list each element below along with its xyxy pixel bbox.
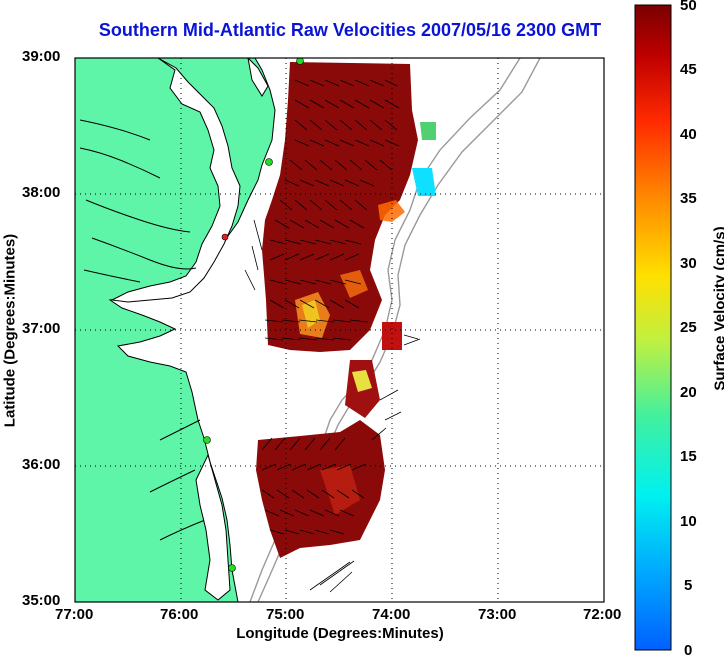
delaware-bay (247, 58, 269, 97)
colorbar-tick-label: 20 (680, 384, 697, 401)
colorbar-tick-label: 0 (684, 642, 693, 659)
colorbar-tick-label: 15 (680, 448, 697, 465)
colorbar-tick-label: 40 (680, 126, 697, 143)
y-tick-label: 37:00 (22, 320, 61, 337)
station-marker (265, 158, 273, 166)
velocity-field-south (256, 420, 385, 558)
velocity-field-north (262, 62, 418, 352)
x-tick-label: 73:00 (478, 606, 517, 623)
colorbar-tick-label: 35 (680, 190, 697, 207)
velocity-field-cyan (412, 168, 436, 196)
y-tick-label: 39:00 (22, 48, 61, 65)
velocity-field-orange (378, 200, 405, 222)
velocity-vectors (244, 79, 421, 593)
velocity-field-south-light (320, 465, 360, 515)
gridlines (75, 58, 604, 602)
y-axis-label: Latitude (Degrees:Minutes) (1, 233, 19, 428)
velocity-field-patch (382, 322, 402, 350)
bay-tributaries (79, 119, 206, 541)
station-marker (203, 436, 211, 444)
x-tick-label: 72:00 (583, 606, 622, 623)
colorbar-label: Surface Velocity (cm/s) (711, 226, 724, 391)
colorbar-tick-label: 30 (680, 255, 697, 272)
plot-frame (74, 57, 605, 603)
pamlico-sound (195, 453, 231, 601)
station-marker (228, 564, 236, 572)
y-tick-label: 36:00 (22, 456, 61, 473)
velocity-field-yellow (352, 370, 372, 392)
colorbar-tick-label: 45 (680, 61, 697, 78)
x-tick-label: 75:00 (266, 606, 305, 623)
x-tick-label: 76:00 (160, 606, 199, 623)
colorbar-tick-label: 50 (680, 0, 697, 14)
y-tick-label: 35:00 (22, 592, 61, 609)
x-tick-label: 77:00 (55, 606, 94, 623)
chesapeake-bay (110, 58, 241, 303)
station-marker (221, 233, 229, 241)
colorbar-tick-label: 5 (684, 577, 693, 594)
colorbar-tick-label: 10 (680, 513, 697, 530)
velocity-field-green (420, 122, 436, 140)
x-axis-label: Longitude (Degrees:Minutes) (236, 625, 444, 642)
colorbar-tick-label: 25 (680, 319, 697, 336)
y-tick-label: 38:00 (22, 184, 61, 201)
map-title: Southern Mid-Atlantic Raw Velocities 200… (98, 20, 602, 40)
colorbar (634, 4, 672, 651)
velocity-field-orange (340, 270, 368, 298)
station-marker (296, 58, 304, 65)
x-tick-label: 74:00 (372, 606, 411, 623)
